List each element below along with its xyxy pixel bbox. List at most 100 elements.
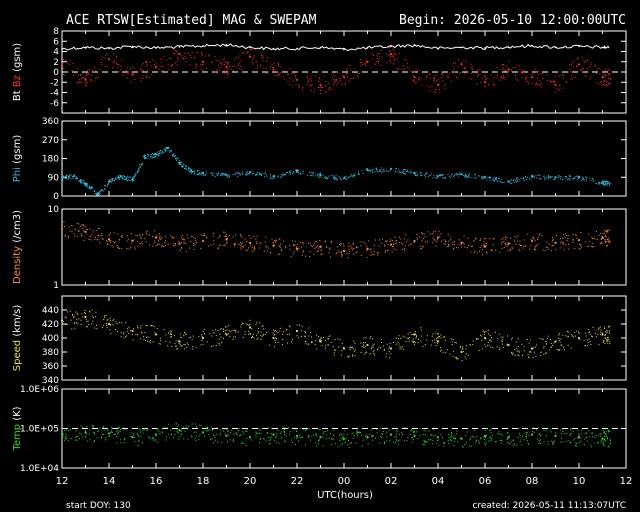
density-cloud-dot [339, 252, 341, 253]
temp-cloud-dot [225, 427, 227, 429]
density-cloud-dot [348, 253, 350, 255]
density-cloud-dot [464, 246, 466, 248]
temp-cloud-dot [142, 430, 144, 432]
bz-cloud-dot [390, 62, 392, 64]
phi-cloud-dot [400, 171, 402, 173]
speed-cloud-dot [215, 345, 217, 346]
bz-cloud-dot [438, 78, 440, 80]
temp-cloud-dot [552, 443, 554, 445]
phi-cloud-dot [405, 173, 406, 175]
density-cloud-dot [272, 242, 274, 244]
speed-cloud-dot [146, 336, 147, 338]
phi-cloud-dot [147, 154, 149, 156]
bz-cloud-dot [562, 73, 564, 75]
phi-cloud-dot [328, 175, 330, 177]
density-cloud-dot [318, 247, 320, 249]
speed-cloud-dot [451, 341, 453, 343]
phi-cloud-dot [325, 178, 327, 179]
speed-cloud-dot [240, 326, 242, 328]
speed-cloud-dot [105, 322, 107, 324]
density-cloud-dot [203, 235, 205, 236]
phi-cloud-dot [108, 179, 110, 181]
phi-cloud-dot [549, 177, 551, 179]
phi-cloud-dot [104, 185, 106, 187]
bz-cloud-dot [596, 70, 598, 72]
speed-cloud-dot [395, 343, 397, 345]
speed-cloud-dot [184, 343, 186, 345]
temp-cloud-dot [430, 439, 431, 441]
temp-cloud-dot [395, 433, 397, 435]
phi-cloud-dot [281, 174, 282, 175]
phi-cloud-dot [96, 194, 98, 196]
speed-cloud-dot [77, 314, 79, 316]
temp-cloud-dot [424, 434, 426, 435]
bz-cloud-dot [189, 64, 191, 66]
speed-cloud-dot [542, 338, 544, 340]
temp-cloud-dot [184, 430, 186, 432]
bz-cloud-dot [558, 89, 560, 91]
density-cloud-dot [128, 248, 130, 250]
phi-cloud-dot [137, 171, 139, 173]
phi-cloud-dot [86, 185, 88, 187]
density-cloud-dot [89, 235, 91, 237]
temp-cloud-dot [396, 440, 398, 442]
temp-cloud-dot [533, 427, 535, 429]
density-point [248, 241, 252, 244]
temp-cloud-dot [560, 441, 562, 443]
phi-cloud-dot [62, 177, 64, 179]
density-cloud-dot [555, 249, 557, 251]
bz-cloud-dot [333, 75, 335, 77]
bz-cloud-dot [553, 80, 555, 82]
temp-cloud-dot [412, 439, 414, 440]
density-point [554, 241, 557, 244]
speed-cloud-dot [80, 324, 82, 325]
density-cloud-dot [321, 253, 323, 255]
bz-cloud-dot [605, 68, 607, 70]
speed-cloud-dot [462, 347, 464, 349]
speed-cloud-dot [310, 332, 311, 334]
bz-cloud-dot [266, 60, 267, 62]
bz-cloud-dot [590, 76, 592, 78]
bz-cloud-dot [431, 85, 433, 87]
density-cloud-dot [343, 245, 345, 247]
bz-cloud-dot [385, 53, 387, 55]
temp-cloud-dot [500, 433, 502, 435]
phi-cloud-dot [263, 172, 265, 174]
speed-cloud-dot [400, 347, 402, 349]
phi-cloud-dot [183, 164, 185, 166]
phi-cloud-dot [464, 175, 466, 176]
speed-cloud-dot [485, 331, 487, 333]
density-cloud-dot [356, 251, 358, 253]
density-cloud-dot [555, 235, 557, 236]
bz-cloud-dot [503, 63, 505, 65]
density-cloud-dot [438, 237, 440, 238]
density-cloud-dot [575, 234, 577, 236]
temp-cloud-dot [580, 437, 582, 439]
bz-cloud-dot [247, 50, 249, 52]
bz-cloud-dot [515, 75, 517, 77]
bz-cloud-dot [106, 53, 108, 55]
bz-cloud-dot [276, 71, 278, 73]
temp-cloud-dot [195, 431, 197, 433]
phi-cloud-dot [297, 172, 299, 174]
temp-cloud-dot [562, 441, 564, 443]
phi-cloud-dot [132, 180, 134, 182]
temp-cloud-dot [451, 432, 453, 434]
bz-cloud-dot [344, 82, 346, 84]
speed-cloud-dot [514, 349, 516, 350]
phi-cloud-dot [260, 174, 262, 175]
density-cloud-dot [256, 235, 258, 237]
temp-cloud-dot [256, 432, 258, 434]
density-cloud-dot [160, 246, 162, 248]
temp-cloud-dot [501, 434, 503, 436]
density-cloud-dot [605, 241, 607, 243]
phi-cloud-dot [582, 178, 584, 180]
speed-cloud-dot [89, 311, 91, 313]
phi-cloud-dot [398, 168, 400, 170]
bz-cloud-dot [319, 78, 321, 80]
density-cloud-dot [604, 242, 606, 243]
phi-cloud-dot [560, 178, 561, 180]
bz-cloud-dot [101, 58, 102, 60]
bz-cloud-dot [298, 86, 300, 88]
speed-cloud-dot [276, 338, 278, 340]
